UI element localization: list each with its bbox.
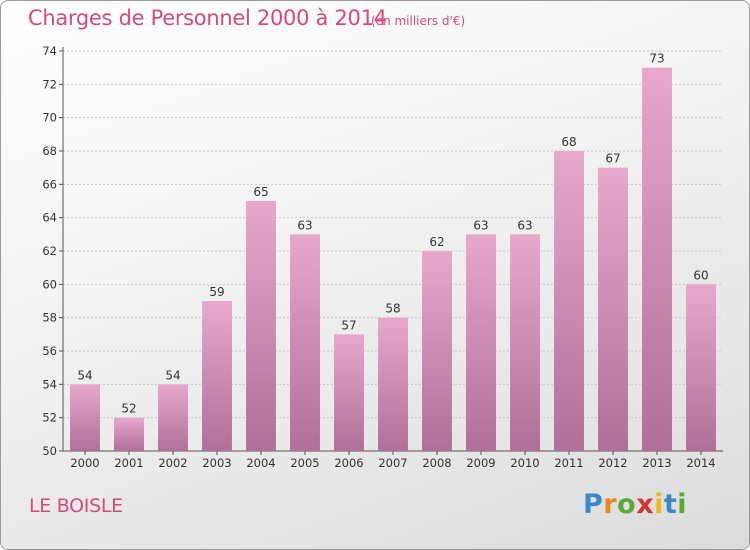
- bar: [290, 234, 320, 451]
- x-tick-label: 2003: [202, 456, 231, 470]
- x-tick-label: 2013: [642, 456, 671, 470]
- bar: [70, 384, 100, 451]
- chart-title: Charges de Personnel 2000 à 2014: [28, 6, 387, 30]
- x-tick-label: 2008: [422, 456, 451, 470]
- bars: [70, 67, 716, 452]
- x-tick-label: 2010: [510, 456, 539, 470]
- data-label: 52: [121, 402, 136, 416]
- commune-name: LE BOISLE: [29, 495, 123, 517]
- bar: [510, 234, 540, 451]
- x-tick-label: 2004: [246, 456, 275, 470]
- bar: [378, 317, 408, 451]
- bar: [466, 234, 496, 451]
- y-tick-label: 70: [42, 111, 57, 125]
- data-label: 54: [165, 368, 180, 382]
- proxiti-logo: Proxiti: [583, 489, 687, 520]
- bar: [334, 334, 364, 451]
- y-tick-label: 64: [42, 211, 57, 225]
- data-label: 68: [561, 135, 576, 149]
- data-label: 57: [341, 318, 356, 332]
- bar: [554, 151, 584, 451]
- data-label: 67: [605, 152, 620, 166]
- logo-letter: P: [583, 489, 604, 520]
- logo-letter: x: [636, 489, 655, 520]
- bar: [642, 67, 672, 452]
- data-label: 73: [649, 52, 664, 66]
- y-tick-label: 52: [42, 411, 57, 425]
- data-label: 63: [517, 218, 532, 232]
- x-tick-label: 2014: [686, 456, 715, 470]
- x-tick-label: 2012: [598, 456, 627, 470]
- x-tick-label: 2009: [466, 456, 495, 470]
- bar: [114, 417, 144, 451]
- y-tick-label: 68: [42, 144, 57, 158]
- x-tick-label: 2006: [334, 456, 363, 470]
- data-label: 54: [77, 368, 92, 382]
- x-tick-label: 2002: [158, 456, 187, 470]
- y-tick-label: 56: [42, 344, 57, 358]
- x-tick-label: 2000: [70, 456, 99, 470]
- y-tick-label: 50: [42, 444, 57, 458]
- bar: [246, 201, 276, 451]
- data-label: 63: [297, 218, 312, 232]
- bar: [158, 384, 188, 451]
- logo-letter: i: [677, 489, 688, 520]
- x-tick-label: 2001: [114, 456, 143, 470]
- y-tick-label: 66: [42, 177, 57, 191]
- data-label: 58: [385, 302, 400, 316]
- bar: [686, 284, 716, 451]
- y-tick-label: 58: [42, 311, 57, 325]
- logo-letter: i: [654, 489, 664, 520]
- logo-letter: o: [617, 489, 637, 520]
- data-label: 59: [209, 285, 224, 299]
- data-label: 62: [429, 235, 444, 249]
- y-tick-label: 74: [42, 44, 57, 58]
- x-tick-label: 2007: [378, 456, 407, 470]
- x-tick-label: 2011: [554, 456, 583, 470]
- y-tick-label: 62: [42, 244, 57, 258]
- data-label: 65: [253, 185, 268, 199]
- data-label: 60: [693, 268, 708, 282]
- y-tick-label: 60: [42, 277, 57, 291]
- x-tick-label: 2005: [290, 456, 319, 470]
- chart-subtitle: (en milliers d'€): [371, 14, 466, 28]
- logo-letter: t: [663, 489, 678, 520]
- bar: [422, 251, 452, 451]
- y-tick-label: 72: [42, 77, 57, 91]
- data-label: 63: [473, 218, 488, 232]
- logo-letter: r: [603, 489, 618, 520]
- labels: 50 52 54 56 58 60 62 64 66 68 70 72 74 54 2000 52 2001 54…: [42, 44, 715, 470]
- bar: [202, 301, 232, 451]
- y-tick-label: 54: [42, 377, 57, 391]
- bar: [598, 167, 628, 451]
